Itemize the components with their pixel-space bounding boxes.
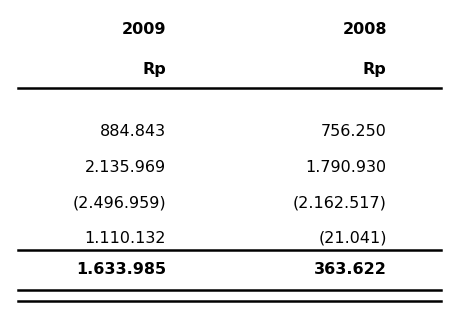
Text: 2.135.969: 2.135.969	[85, 160, 166, 175]
Text: 363.622: 363.622	[314, 262, 387, 277]
Text: 884.843: 884.843	[100, 124, 166, 139]
Text: 2008: 2008	[342, 22, 387, 37]
Text: (21.041): (21.041)	[318, 231, 387, 246]
Text: Rp: Rp	[142, 62, 166, 77]
Text: 2009: 2009	[121, 22, 166, 37]
Text: (2.162.517): (2.162.517)	[293, 195, 387, 210]
Text: (2.496.959): (2.496.959)	[72, 195, 166, 210]
Text: 756.250: 756.250	[321, 124, 387, 139]
Text: 1.110.132: 1.110.132	[85, 231, 166, 246]
Text: 1.633.985: 1.633.985	[76, 262, 166, 277]
Text: Rp: Rp	[363, 62, 387, 77]
Text: 1.790.930: 1.790.930	[306, 160, 387, 175]
